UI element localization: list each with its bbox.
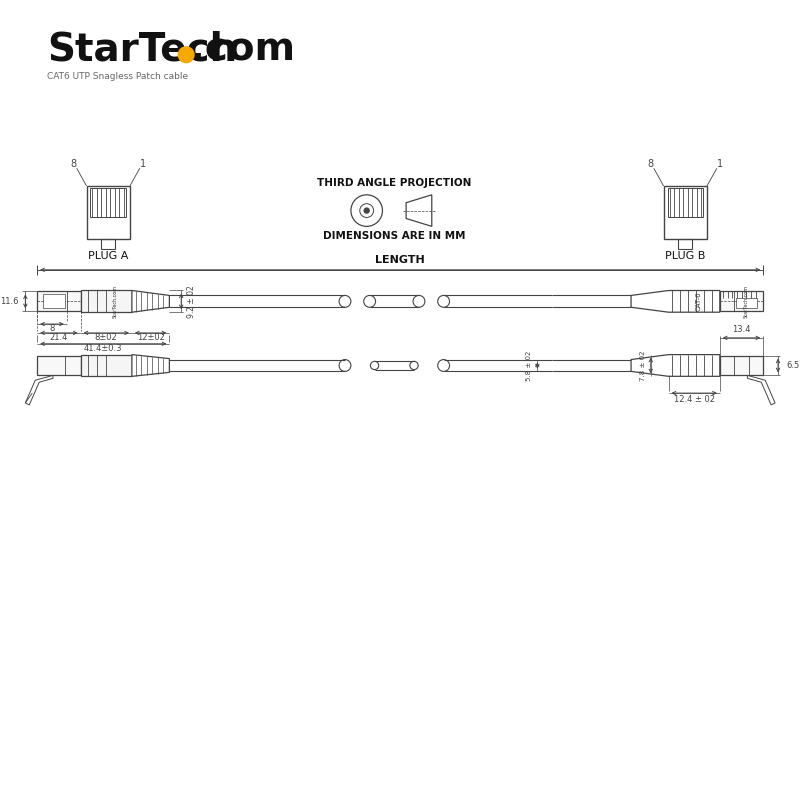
Text: 1: 1 (717, 159, 723, 170)
Text: .com: .com (190, 30, 295, 69)
Polygon shape (631, 354, 720, 376)
Text: 1: 1 (140, 159, 146, 170)
Text: 12±02: 12±02 (137, 334, 165, 342)
Text: StarTech: StarTech (47, 30, 238, 69)
Bar (664, 186, 707, 239)
Bar (667, 188, 703, 218)
Bar (678, 239, 692, 249)
Text: 12.4 ± 02: 12.4 ± 02 (674, 394, 714, 403)
Bar (86, 186, 130, 239)
Text: StarTech.com: StarTech.com (744, 285, 749, 318)
Bar (81, 354, 132, 376)
Text: CAT-6: CAT-6 (695, 291, 701, 311)
Text: StarTech.com: StarTech.com (113, 285, 118, 318)
Circle shape (364, 208, 369, 213)
Circle shape (178, 47, 194, 62)
Bar (37, 356, 81, 375)
Text: 21.4: 21.4 (50, 334, 68, 342)
Text: 9.2 ± 02: 9.2 ± 02 (186, 285, 195, 318)
Bar (81, 290, 132, 312)
Text: THIRD ANGLE PROJECTION: THIRD ANGLE PROJECTION (317, 178, 471, 188)
Polygon shape (132, 354, 170, 376)
Text: 11.6: 11.6 (0, 297, 18, 306)
Bar (102, 239, 115, 249)
Text: 6.5: 6.5 (786, 361, 799, 370)
Text: 41.4±0.3: 41.4±0.3 (84, 344, 122, 354)
Bar (736, 298, 758, 308)
Text: 8: 8 (70, 159, 77, 170)
Text: PLUG B: PLUG B (665, 251, 706, 261)
Bar (720, 291, 763, 311)
Text: PLUG A: PLUG A (88, 251, 129, 261)
Text: CAT6 UTP Snagless Patch cable: CAT6 UTP Snagless Patch cable (47, 72, 188, 81)
Bar (720, 356, 763, 375)
Polygon shape (132, 290, 170, 312)
Polygon shape (631, 290, 720, 312)
Text: 7.8 ± 02: 7.8 ± 02 (640, 350, 646, 381)
Bar (37, 291, 81, 311)
Text: 13.4: 13.4 (732, 326, 750, 334)
Text: 8: 8 (648, 159, 654, 170)
Text: 8: 8 (50, 325, 54, 334)
Text: 5.8 ± 02: 5.8 ± 02 (526, 350, 533, 381)
Bar (90, 188, 126, 218)
Bar (43, 294, 65, 308)
Text: DIMENSIONS ARE IN MM: DIMENSIONS ARE IN MM (323, 231, 466, 242)
Text: 8±02: 8±02 (95, 334, 118, 342)
Text: LENGTH: LENGTH (375, 255, 425, 265)
